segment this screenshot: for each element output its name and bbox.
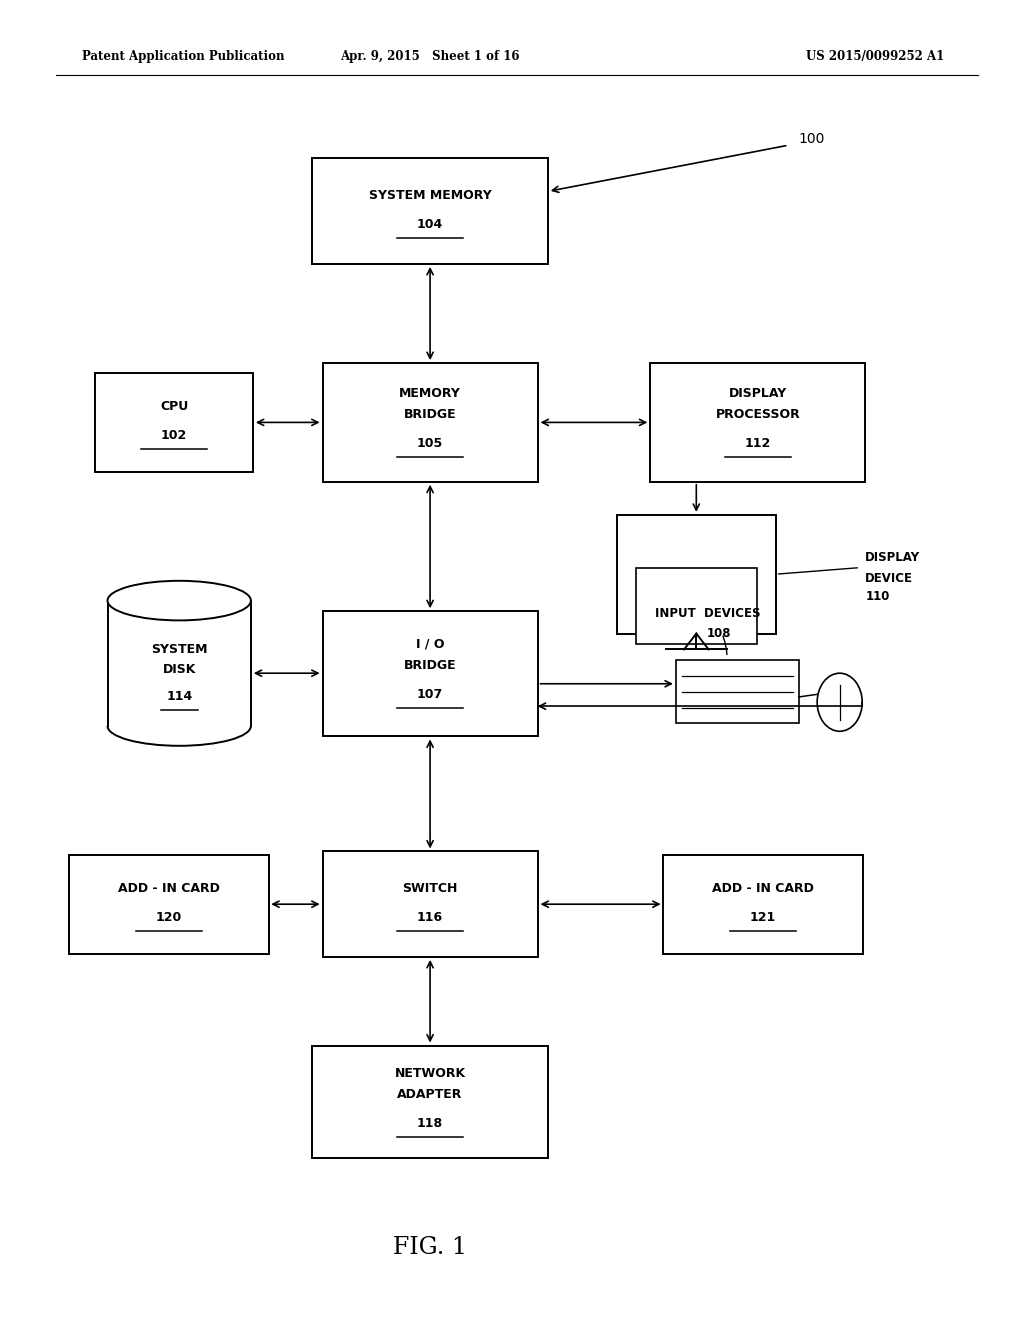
Text: INPUT  DEVICES: INPUT DEVICES: [655, 607, 761, 620]
Text: CPU: CPU: [160, 400, 188, 413]
Text: 110: 110: [865, 590, 890, 603]
Bar: [323, 363, 538, 482]
Text: BRIDGE: BRIDGE: [403, 408, 457, 421]
Bar: [312, 158, 548, 264]
Text: 112: 112: [744, 437, 771, 450]
Bar: [676, 660, 799, 723]
Text: MEMORY: MEMORY: [399, 387, 461, 400]
Circle shape: [817, 673, 862, 731]
Text: DISPLAY: DISPLAY: [865, 550, 921, 564]
Bar: [616, 515, 776, 634]
Text: DISK: DISK: [163, 663, 196, 676]
Text: Patent Application Publication: Patent Application Publication: [82, 50, 285, 63]
Text: PROCESSOR: PROCESSOR: [716, 408, 800, 421]
Text: 116: 116: [417, 911, 443, 924]
Bar: [323, 610, 538, 737]
Text: Apr. 9, 2015   Sheet 1 of 16: Apr. 9, 2015 Sheet 1 of 16: [340, 50, 520, 63]
Text: I / O: I / O: [416, 638, 444, 651]
Text: 121: 121: [750, 911, 776, 924]
Text: 118: 118: [417, 1117, 443, 1130]
Bar: [70, 855, 268, 953]
Text: SWITCH: SWITCH: [402, 882, 458, 895]
Text: FIG. 1: FIG. 1: [393, 1236, 467, 1259]
Text: ADAPTER: ADAPTER: [397, 1088, 463, 1101]
Bar: [108, 601, 251, 726]
Text: 105: 105: [417, 437, 443, 450]
Bar: [95, 372, 254, 471]
Text: US 2015/0099252 A1: US 2015/0099252 A1: [806, 50, 945, 63]
Text: ADD - IN CARD: ADD - IN CARD: [118, 882, 220, 895]
Text: ADD - IN CARD: ADD - IN CARD: [712, 882, 814, 895]
Bar: [312, 1045, 548, 1159]
Text: DEVICE: DEVICE: [865, 572, 913, 585]
Text: 108: 108: [707, 627, 731, 640]
Text: 120: 120: [156, 911, 182, 924]
Text: 114: 114: [166, 690, 193, 704]
Text: BRIDGE: BRIDGE: [403, 659, 457, 672]
Text: SYSTEM: SYSTEM: [151, 643, 208, 656]
Text: NETWORK: NETWORK: [394, 1067, 466, 1080]
Text: 107: 107: [417, 688, 443, 701]
Text: DISPLAY: DISPLAY: [729, 387, 786, 400]
Bar: [650, 363, 865, 482]
Ellipse shape: [108, 581, 251, 620]
Text: 104: 104: [417, 218, 443, 231]
Bar: [323, 851, 538, 957]
Text: SYSTEM MEMORY: SYSTEM MEMORY: [369, 189, 492, 202]
Bar: [636, 568, 757, 644]
Text: 102: 102: [161, 429, 187, 442]
Bar: [664, 855, 862, 953]
Text: 100: 100: [799, 132, 825, 145]
